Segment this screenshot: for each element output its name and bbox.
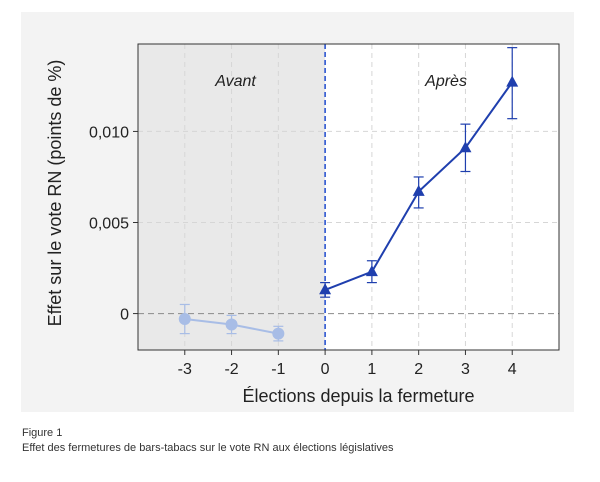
y-tick-label-1: 0,005: [89, 216, 129, 233]
series-0-point-0: [178, 313, 191, 326]
x-axis-label: Élections depuis la fermeture: [242, 386, 474, 406]
series-0-point-2: [272, 327, 285, 340]
x-tick-label-2: -1: [271, 361, 285, 378]
chart: -3 -2 -1 0 1 2 3 4 0 0,005 0,010 Élections depuis l…: [45, 43, 560, 406]
figure-caption: Effet des fermetures de bars-tabacs sur …: [22, 442, 394, 454]
x-tick-label-5: 2: [414, 361, 423, 378]
x-tick-label-7: 4: [508, 361, 517, 378]
figure-number: Figure 1: [22, 427, 63, 439]
series-1-point-2: [412, 184, 425, 196]
plot-frame: [137, 43, 560, 351]
y-axis-label: Effet sur le vote RN (points de %): [45, 60, 65, 327]
series-1-point-0: [319, 283, 332, 295]
region-label-0: Avant: [214, 73, 256, 90]
y-tick-label-0: 0: [120, 307, 129, 324]
x-tick-label-0: -3: [178, 361, 192, 378]
region-label-1: Après: [424, 73, 467, 90]
figure-panel: -3 -2 -1 0 1 2 3 4 0 0,005 0,010 Élections depuis l…: [21, 12, 574, 412]
series-1-point-1: [365, 265, 378, 277]
series-1-point-3: [459, 141, 472, 153]
y-tick-label-2: 0,010: [89, 124, 129, 141]
x-tick-label-1: -2: [224, 361, 238, 378]
x-tick-label-4: 1: [367, 361, 376, 378]
x-tick-label-3: 0: [321, 361, 330, 378]
series-0-point-1: [225, 318, 238, 331]
x-tick-label-6: 3: [461, 361, 470, 378]
series-1-point-4: [506, 75, 519, 87]
